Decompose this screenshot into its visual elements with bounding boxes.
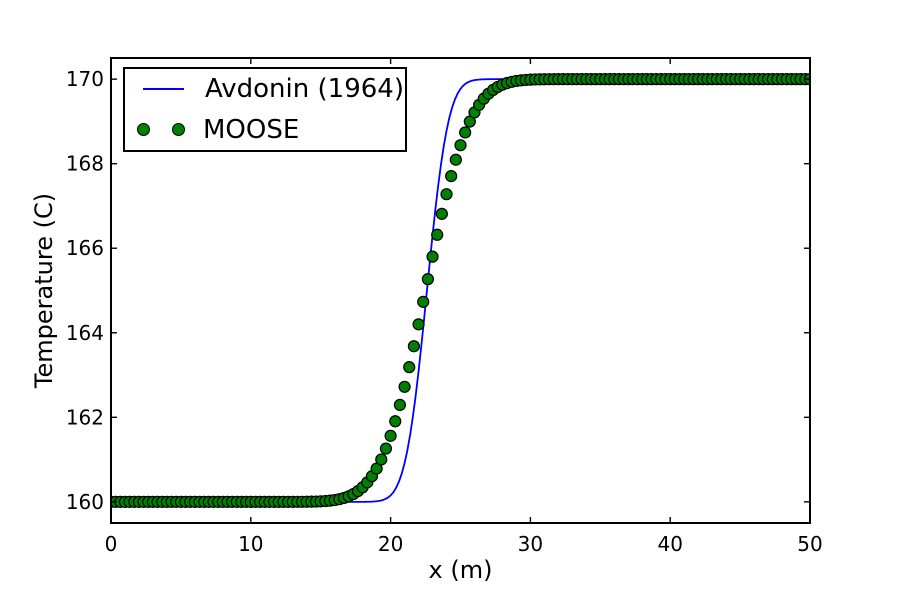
legend-label-avdonin: Avdonin (1964) (205, 74, 404, 105)
legend-marker-icon (172, 123, 185, 137)
axes-spines (110, 57, 811, 524)
moose-marker (421, 273, 434, 286)
moose-marker (445, 170, 458, 183)
y-tick-label: 164 (66, 321, 104, 345)
x-tick-label: 20 (378, 532, 403, 556)
legend-marker-icon (137, 123, 150, 137)
moose-marker (431, 228, 444, 241)
moose-marker (417, 295, 430, 308)
legend-entry-avdonin: Avdonin (1964) (125, 69, 405, 109)
y-tick-label: 160 (66, 490, 104, 514)
moose-marker (375, 453, 388, 466)
moose-marker (459, 126, 472, 139)
moose-marker (454, 139, 467, 152)
moose-marker (403, 361, 416, 374)
moose-marker (379, 442, 393, 455)
x-tick-label: 10 (238, 532, 263, 556)
data-layer (111, 73, 810, 508)
y-tick-label: 168 (66, 152, 104, 176)
moose-marker (449, 153, 462, 166)
y-axis-label: Temperature (C) (30, 193, 58, 389)
y-tick-label: 166 (66, 236, 104, 260)
x-tick-label: 30 (518, 532, 543, 556)
x-axis-label: x (m) (429, 556, 493, 584)
moose-marker (384, 429, 397, 442)
y-tick-label: 162 (66, 405, 104, 429)
moose-marker (412, 318, 425, 331)
moose-marker (389, 415, 402, 428)
moose-marker (393, 398, 407, 411)
x-tick-label: 0 (105, 532, 118, 556)
moose-marker (407, 340, 420, 353)
moose-marker (440, 188, 453, 201)
x-tick-label: 50 (797, 532, 822, 556)
x-tick-label: 40 (657, 532, 682, 556)
legend: Avdonin (1964) MOOSE (123, 67, 407, 152)
moose-marker (426, 250, 439, 263)
moose-marker (435, 207, 448, 220)
y-tick-label: 170 (66, 67, 104, 91)
legend-line-sample-icon (143, 88, 184, 91)
legend-label-moose: MOOSE (203, 114, 300, 145)
legend-entry-moose: MOOSE (125, 110, 405, 150)
moose-marker (398, 380, 411, 393)
